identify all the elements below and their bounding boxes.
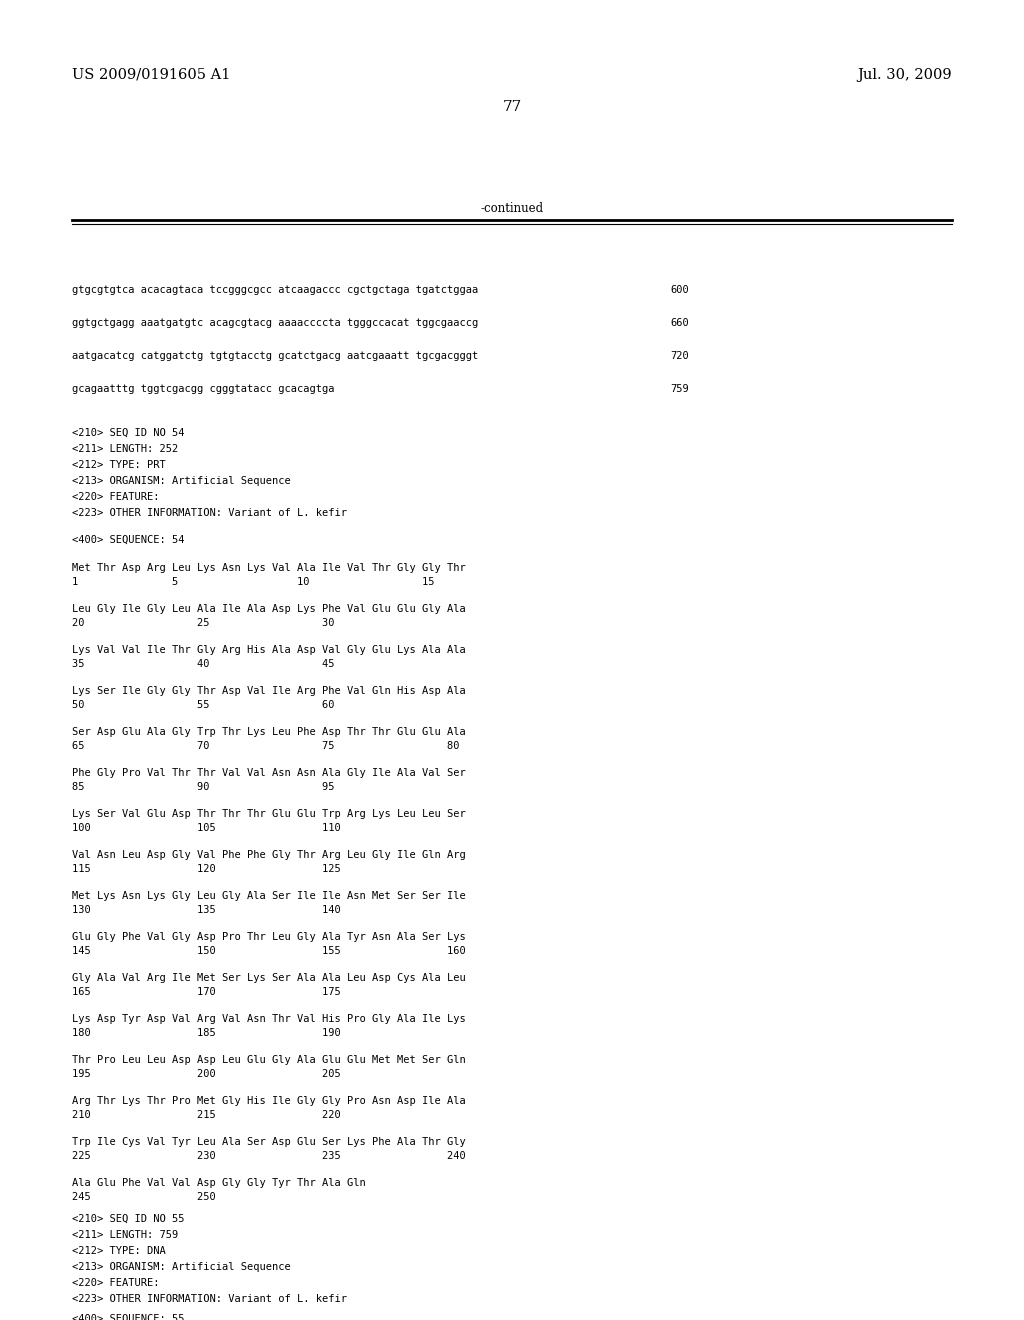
Text: <212> TYPE: DNA: <212> TYPE: DNA: [72, 1246, 166, 1257]
Text: Trp Ile Cys Val Tyr Leu Ala Ser Asp Glu Ser Lys Phe Ala Thr Gly: Trp Ile Cys Val Tyr Leu Ala Ser Asp Glu …: [72, 1137, 466, 1147]
Text: Ala Glu Phe Val Val Asp Gly Gly Tyr Thr Ala Gln: Ala Glu Phe Val Val Asp Gly Gly Tyr Thr …: [72, 1177, 366, 1188]
Text: 225                 230                 235                 240: 225 230 235 240: [72, 1151, 466, 1162]
Text: <220> FEATURE:: <220> FEATURE:: [72, 1278, 160, 1288]
Text: Glu Gly Phe Val Gly Asp Pro Thr Leu Gly Ala Tyr Asn Ala Ser Lys: Glu Gly Phe Val Gly Asp Pro Thr Leu Gly …: [72, 932, 466, 942]
Text: Leu Gly Ile Gly Leu Ala Ile Ala Asp Lys Phe Val Glu Glu Gly Ala: Leu Gly Ile Gly Leu Ala Ile Ala Asp Lys …: [72, 605, 466, 614]
Text: 130                 135                 140: 130 135 140: [72, 906, 341, 915]
Text: <210> SEQ ID NO 55: <210> SEQ ID NO 55: [72, 1214, 184, 1224]
Text: 660: 660: [670, 318, 689, 327]
Text: 145                 150                 155                 160: 145 150 155 160: [72, 946, 466, 956]
Text: 50                  55                  60: 50 55 60: [72, 700, 335, 710]
Text: 600: 600: [670, 285, 689, 294]
Text: Phe Gly Pro Val Thr Thr Val Val Asn Asn Ala Gly Ile Ala Val Ser: Phe Gly Pro Val Thr Thr Val Val Asn Asn …: [72, 768, 466, 777]
Text: Met Lys Asn Lys Gly Leu Gly Ala Ser Ile Ile Asn Met Ser Ser Ile: Met Lys Asn Lys Gly Leu Gly Ala Ser Ile …: [72, 891, 466, 902]
Text: 210                 215                 220: 210 215 220: [72, 1110, 341, 1119]
Text: <400> SEQUENCE: 54: <400> SEQUENCE: 54: [72, 535, 184, 545]
Text: <400> SEQUENCE: 55: <400> SEQUENCE: 55: [72, 1313, 184, 1320]
Text: aatgacatcg catggatctg tgtgtacctg gcatctgacg aatcgaaatt tgcgacgggt: aatgacatcg catggatctg tgtgtacctg gcatctg…: [72, 351, 478, 360]
Text: <213> ORGANISM: Artificial Sequence: <213> ORGANISM: Artificial Sequence: [72, 477, 291, 486]
Text: Ser Asp Glu Ala Gly Trp Thr Lys Leu Phe Asp Thr Thr Glu Glu Ala: Ser Asp Glu Ala Gly Trp Thr Lys Leu Phe …: [72, 727, 466, 737]
Text: 245                 250: 245 250: [72, 1192, 216, 1203]
Text: US 2009/0191605 A1: US 2009/0191605 A1: [72, 69, 230, 82]
Text: Jul. 30, 2009: Jul. 30, 2009: [857, 69, 952, 82]
Text: gcagaatttg tggtcgacgg cgggtatacc gcacagtga: gcagaatttg tggtcgacgg cgggtatacc gcacagt…: [72, 384, 335, 393]
Text: Met Thr Asp Arg Leu Lys Asn Lys Val Ala Ile Val Thr Gly Gly Thr: Met Thr Asp Arg Leu Lys Asn Lys Val Ala …: [72, 564, 466, 573]
Text: <212> TYPE: PRT: <212> TYPE: PRT: [72, 459, 166, 470]
Text: Gly Ala Val Arg Ile Met Ser Lys Ser Ala Ala Leu Asp Cys Ala Leu: Gly Ala Val Arg Ile Met Ser Lys Ser Ala …: [72, 973, 466, 983]
Text: Lys Val Val Ile Thr Gly Arg His Ala Asp Val Gly Glu Lys Ala Ala: Lys Val Val Ile Thr Gly Arg His Ala Asp …: [72, 645, 466, 655]
Text: 1               5                   10                  15: 1 5 10 15: [72, 577, 434, 587]
Text: 720: 720: [670, 351, 689, 360]
Text: <211> LENGTH: 759: <211> LENGTH: 759: [72, 1230, 178, 1239]
Text: 180                 185                 190: 180 185 190: [72, 1028, 341, 1038]
Text: Lys Asp Tyr Asp Val Arg Val Asn Thr Val His Pro Gly Ala Ile Lys: Lys Asp Tyr Asp Val Arg Val Asn Thr Val …: [72, 1014, 466, 1024]
Text: 85                  90                  95: 85 90 95: [72, 781, 335, 792]
Text: <223> OTHER INFORMATION: Variant of L. kefir: <223> OTHER INFORMATION: Variant of L. k…: [72, 1294, 347, 1304]
Text: <211> LENGTH: 252: <211> LENGTH: 252: [72, 444, 178, 454]
Text: 65                  70                  75                  80: 65 70 75 80: [72, 741, 460, 751]
Text: <220> FEATURE:: <220> FEATURE:: [72, 492, 160, 502]
Text: Lys Ser Val Glu Asp Thr Thr Thr Glu Glu Trp Arg Lys Leu Leu Ser: Lys Ser Val Glu Asp Thr Thr Thr Glu Glu …: [72, 809, 466, 818]
Text: 77: 77: [503, 100, 521, 114]
Text: 115                 120                 125: 115 120 125: [72, 865, 341, 874]
Text: Arg Thr Lys Thr Pro Met Gly His Ile Gly Gly Pro Asn Asp Ile Ala: Arg Thr Lys Thr Pro Met Gly His Ile Gly …: [72, 1096, 466, 1106]
Text: 100                 105                 110: 100 105 110: [72, 822, 341, 833]
Text: ggtgctgagg aaatgatgtc acagcgtacg aaaaccccta tgggccacat tggcgaaccg: ggtgctgagg aaatgatgtc acagcgtacg aaaaccc…: [72, 318, 478, 327]
Text: Thr Pro Leu Leu Asp Asp Leu Glu Gly Ala Glu Glu Met Met Ser Gln: Thr Pro Leu Leu Asp Asp Leu Glu Gly Ala …: [72, 1055, 466, 1065]
Text: <210> SEQ ID NO 54: <210> SEQ ID NO 54: [72, 428, 184, 438]
Text: 759: 759: [670, 384, 689, 393]
Text: <223> OTHER INFORMATION: Variant of L. kefir: <223> OTHER INFORMATION: Variant of L. k…: [72, 508, 347, 517]
Text: Lys Ser Ile Gly Gly Thr Asp Val Ile Arg Phe Val Gln His Asp Ala: Lys Ser Ile Gly Gly Thr Asp Val Ile Arg …: [72, 686, 466, 696]
Text: <213> ORGANISM: Artificial Sequence: <213> ORGANISM: Artificial Sequence: [72, 1262, 291, 1272]
Text: 195                 200                 205: 195 200 205: [72, 1069, 341, 1078]
Text: 20                  25                  30: 20 25 30: [72, 618, 335, 628]
Text: -continued: -continued: [480, 202, 544, 215]
Text: 165                 170                 175: 165 170 175: [72, 987, 341, 997]
Text: 35                  40                  45: 35 40 45: [72, 659, 335, 669]
Text: Val Asn Leu Asp Gly Val Phe Phe Gly Thr Arg Leu Gly Ile Gln Arg: Val Asn Leu Asp Gly Val Phe Phe Gly Thr …: [72, 850, 466, 861]
Text: gtgcgtgtca acacagtaca tccgggcgcc atcaagaccc cgctgctaga tgatctggaa: gtgcgtgtca acacagtaca tccgggcgcc atcaaga…: [72, 285, 478, 294]
